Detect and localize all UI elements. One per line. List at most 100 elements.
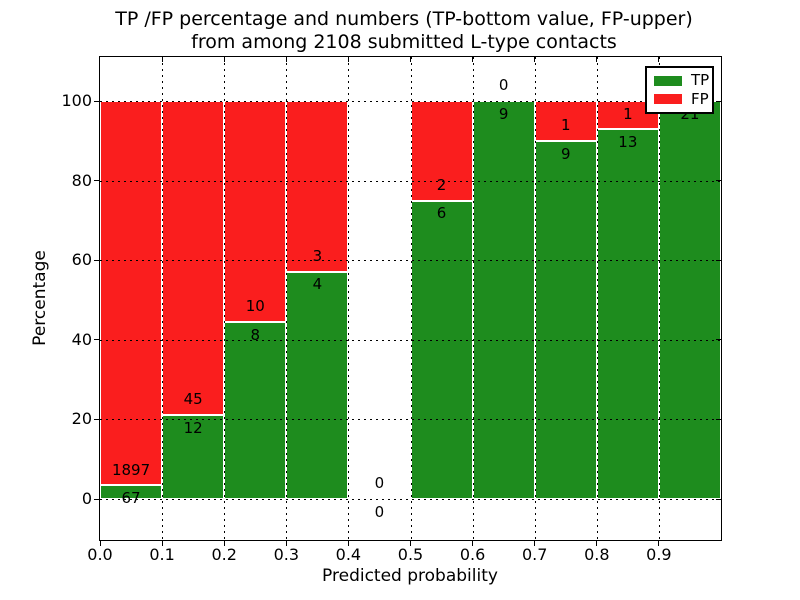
y-axis-tick	[94, 259, 99, 261]
gridline	[472, 57, 474, 540]
bar-fp-count-label: 0	[498, 76, 509, 95]
x-axis-tick	[99, 541, 101, 546]
bar-tp-count-label: 8	[250, 325, 261, 344]
bar-tp-segment	[658, 101, 721, 499]
gridline	[410, 57, 412, 540]
bar-tp-segment	[472, 101, 535, 499]
legend-fp-label: FP	[691, 89, 709, 108]
gridline	[224, 57, 226, 540]
y-axis-tick	[94, 418, 99, 420]
y-tick-label: 100	[61, 91, 92, 110]
x-tick-label: 0.1	[149, 545, 175, 564]
x-axis-tick-top	[223, 57, 225, 62]
x-axis-tick	[285, 541, 287, 546]
x-tick-label: 0.8	[584, 545, 610, 564]
chart-title-line-1: TP /FP percentage and numbers (TP-bottom…	[115, 8, 693, 30]
bar-fp-count-label: 3	[312, 246, 323, 265]
x-axis-tick	[472, 541, 474, 546]
x-tick-label: 0.2	[211, 545, 237, 564]
bar-tp-segment	[286, 271, 349, 499]
y-axis-tick	[94, 339, 99, 341]
x-axis-tick	[596, 541, 598, 546]
y-axis-tick-right	[716, 180, 721, 182]
gridline	[348, 57, 350, 540]
chart-title-line-2: from among 2108 submitted L-type contact…	[191, 31, 617, 53]
x-axis-label: Predicted probability	[322, 566, 498, 586]
bar-fp-segment	[162, 101, 225, 416]
bar-fp-count-label: 1897	[111, 460, 151, 479]
bar-tp-count-label: 67	[121, 489, 141, 508]
legend: TP FP	[645, 66, 714, 114]
y-axis-tick-right	[716, 498, 721, 500]
x-tick-label: 0.5	[397, 545, 424, 564]
x-axis-tick	[658, 541, 660, 546]
bar-fp-count-label: 2	[436, 175, 447, 194]
bar-fp-segment	[224, 101, 287, 323]
bar-fp-segment	[100, 101, 163, 486]
legend-item-fp: FP	[654, 91, 709, 107]
x-axis-tick-top	[161, 57, 163, 62]
gridline	[596, 57, 598, 540]
y-axis-tick-right	[716, 259, 721, 261]
bar-fp-count-label: 1	[560, 115, 571, 134]
gridline	[162, 57, 164, 540]
legend-tp-swatch-icon	[654, 75, 682, 86]
y-tick-label: 0	[81, 489, 92, 508]
x-axis-tick-top	[285, 57, 287, 62]
bar-tp-count-label: 4	[312, 275, 323, 294]
x-axis-tick	[223, 541, 225, 546]
y-tick-label: 40	[71, 329, 92, 349]
bar-fp-segment	[286, 101, 349, 272]
gridline	[658, 57, 660, 540]
x-axis-tick	[347, 541, 349, 546]
gridline	[286, 57, 288, 540]
y-axis-tick-right	[716, 100, 721, 102]
x-axis-tick	[161, 541, 163, 546]
x-axis-tick-top	[410, 57, 411, 62]
x-axis-tick-top	[347, 57, 349, 62]
bar-tp-count-label: 6	[436, 204, 447, 223]
gridline	[534, 57, 536, 540]
x-axis-tick	[410, 541, 411, 546]
x-tick-label: 0.9	[646, 545, 672, 564]
y-tick-label: 80	[71, 170, 92, 190]
x-tick-label: 0.6	[459, 545, 486, 564]
bar-tp-segment	[224, 322, 287, 499]
bar-tp-count-label: 12	[183, 418, 203, 437]
x-axis-tick-top	[534, 57, 536, 62]
y-axis-tick	[94, 100, 99, 102]
x-axis-tick-top	[472, 57, 474, 62]
x-tick-label: 0.3	[273, 545, 300, 564]
bar-tp-segment	[162, 415, 225, 499]
x-axis-tick-top	[658, 57, 660, 62]
y-axis-tick	[94, 498, 99, 500]
bar-tp-count-label: 9	[498, 104, 509, 123]
bar-fp-count-label: 0	[374, 474, 385, 493]
bar-tp-count-label: 9	[560, 144, 571, 163]
x-axis-tick-top	[596, 57, 598, 62]
bar-tp-count-label: 0	[374, 502, 385, 521]
legend-item-tp: TP	[654, 73, 709, 88]
y-axis-label: Percentage	[30, 250, 50, 346]
chart-title: TP /FP percentage and numbers (TP-bottom…	[115, 8, 693, 54]
plot-area: 18976745121083400260919113021	[100, 57, 721, 540]
bar-tp-segment	[596, 129, 659, 499]
bar-fp-segment	[410, 101, 473, 201]
legend-fp-swatch-icon	[654, 94, 682, 105]
bar-tp-count-label: 13	[618, 133, 638, 152]
bar-fp-count-label: 45	[183, 390, 203, 409]
bar-fp-count-label: 10	[245, 297, 265, 316]
x-tick-label: 0.4	[335, 545, 362, 564]
legend-tp-label: TP	[691, 71, 710, 90]
x-tick-label: 0.0	[87, 545, 113, 564]
bar-tp-segment	[100, 485, 163, 499]
y-axis-tick	[94, 180, 99, 182]
bar-tp-segment	[410, 200, 473, 499]
x-tick-label: 0.7	[521, 545, 548, 564]
y-tick-label: 20	[71, 409, 92, 429]
x-axis-tick	[534, 541, 536, 546]
bar-tp-segment	[534, 140, 597, 499]
bar-fp-count-label: 1	[623, 104, 633, 123]
y-tick-label: 60	[71, 250, 92, 270]
